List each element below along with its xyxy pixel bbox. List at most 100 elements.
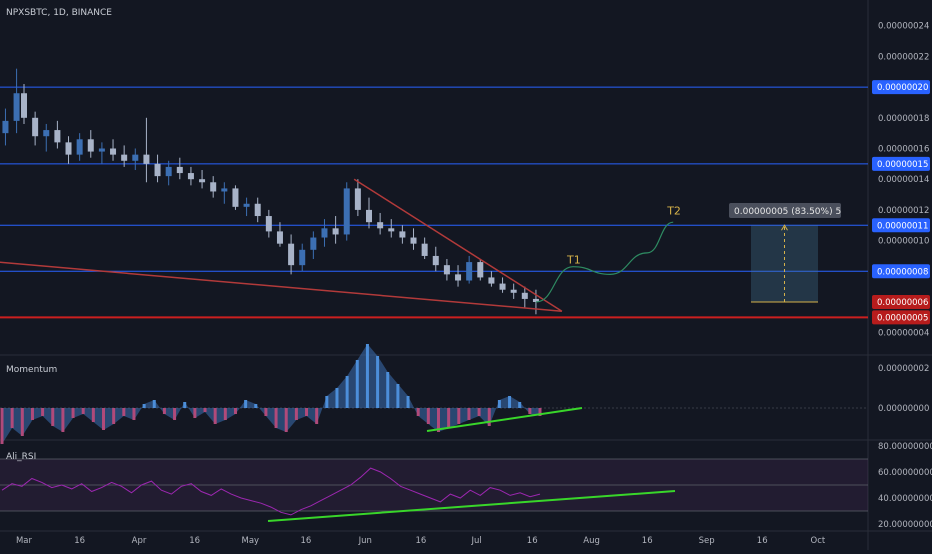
time-tick-label: 16	[74, 536, 85, 546]
candle[interactable]	[243, 197, 250, 217]
level-price-label: 0.00000020	[877, 83, 928, 93]
momentum-bar	[406, 396, 410, 408]
price-tick-label: 0.00000004	[878, 329, 929, 339]
candle[interactable]	[510, 283, 517, 299]
momentum-tick-label: 0.00000002	[878, 364, 929, 374]
level-price-label: 0.00000015	[877, 160, 928, 170]
candle[interactable]	[443, 259, 450, 281]
candle[interactable]	[43, 123, 50, 152]
candle[interactable]	[366, 197, 372, 229]
candle[interactable]	[87, 130, 94, 158]
time-tick-label: 16	[757, 536, 768, 546]
candle[interactable]	[521, 286, 528, 309]
candle[interactable]	[321, 219, 328, 247]
candle[interactable]	[176, 157, 183, 180]
momentum-bar	[203, 408, 207, 412]
candle[interactable]	[32, 111, 39, 146]
candle[interactable]	[421, 237, 428, 260]
candle[interactable]	[343, 182, 350, 241]
candle[interactable]	[210, 176, 217, 198]
momentum-bar	[142, 404, 146, 408]
candle[interactable]	[354, 179, 361, 217]
rsi-divergence-line[interactable]	[267, 490, 676, 522]
momentum-bar	[20, 408, 24, 436]
candle[interactable]	[187, 166, 194, 186]
wedge-trendline[interactable]	[353, 178, 563, 312]
momentum-bar	[152, 400, 156, 408]
time-tick-label: May	[242, 536, 260, 546]
momentum-bar	[335, 388, 339, 408]
momentum-bar	[223, 408, 227, 420]
momentum-bar	[51, 408, 55, 426]
candle[interactable]	[399, 225, 406, 244]
momentum-bar	[132, 408, 136, 420]
projection-path[interactable]	[535, 221, 674, 303]
momentum-bar	[487, 408, 491, 426]
candle[interactable]	[199, 169, 206, 189]
momentum-bar	[305, 408, 309, 416]
measure-arrow-head	[781, 224, 788, 231]
candle[interactable]	[466, 255, 473, 284]
momentum-divergence-line[interactable]	[426, 407, 583, 432]
candle[interactable]	[432, 246, 439, 272]
momentum-bar	[213, 408, 217, 424]
candle[interactable]	[121, 145, 128, 167]
price-tick-label: 0.00000018	[878, 114, 929, 124]
momentum-bar	[365, 344, 369, 408]
candle[interactable]	[165, 160, 172, 186]
momentum-bar	[0, 408, 4, 444]
price-tick-label: 0.00000016	[878, 145, 929, 155]
candle[interactable]	[299, 243, 306, 272]
candle[interactable]	[332, 216, 339, 244]
candle[interactable]	[377, 212, 384, 235]
candle[interactable]	[410, 228, 417, 250]
candle[interactable]	[2, 108, 9, 146]
time-tick-label: Aug	[583, 536, 600, 546]
candle[interactable]	[76, 133, 83, 161]
price-tick-label: 0.00000024	[878, 22, 929, 32]
candle[interactable]	[388, 219, 395, 238]
candle[interactable]	[455, 265, 462, 287]
price-tick-label: 0.00000014	[878, 175, 929, 185]
time-tick-label: Jun	[358, 536, 372, 546]
candle[interactable]	[477, 259, 484, 281]
momentum-bar	[102, 408, 106, 430]
momentum-bar	[467, 408, 471, 420]
candle[interactable]	[254, 197, 261, 223]
measure-tool[interactable]: 0.00000005 (83.50%) 5	[729, 203, 841, 303]
candle[interactable]	[288, 234, 295, 275]
time-tick-label: 16	[416, 536, 427, 546]
candle[interactable]	[21, 84, 27, 124]
momentum-bar	[325, 396, 329, 408]
candle[interactable]	[232, 185, 239, 210]
candle[interactable]	[221, 182, 228, 204]
time-tick-label: Oct	[811, 536, 826, 546]
momentum-bar	[112, 408, 116, 424]
momentum-bar	[30, 408, 34, 420]
momentum-bar	[457, 408, 461, 424]
level-price-tag	[872, 310, 930, 325]
wedge-trendline[interactable]	[0, 261, 562, 312]
candle[interactable]	[98, 142, 105, 164]
candle[interactable]	[154, 154, 161, 183]
candle[interactable]	[310, 231, 317, 260]
candle[interactable]	[54, 120, 61, 149]
momentum-bar	[538, 408, 542, 416]
candle[interactable]	[143, 117, 150, 183]
candle[interactable]	[276, 222, 283, 247]
candle[interactable]	[132, 148, 139, 170]
candle[interactable]	[488, 271, 495, 287]
candle[interactable]	[13, 68, 20, 134]
price-tick-label: 0.00000022	[878, 52, 929, 62]
candle[interactable]	[65, 136, 72, 164]
candle[interactable]	[265, 209, 272, 238]
momentum-bar	[528, 408, 532, 414]
candle[interactable]	[499, 277, 506, 293]
time-tick-label: Mar	[16, 536, 33, 546]
level-price-label: 0.00000008	[877, 267, 928, 277]
price-tick-label: 0.00000012	[878, 206, 929, 216]
momentum-bar	[183, 402, 187, 408]
candle[interactable]	[110, 139, 117, 161]
